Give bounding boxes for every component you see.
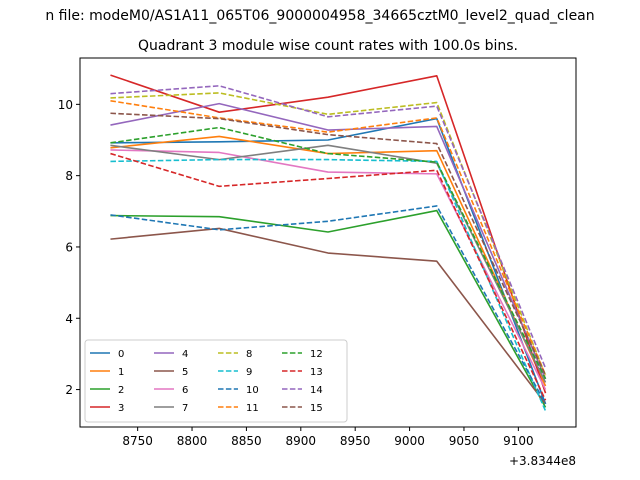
y-tick-label: 10 bbox=[58, 98, 73, 112]
legend-label-2: 2 bbox=[118, 385, 124, 396]
chart-title: Quadrant 3 module wise count rates with … bbox=[138, 38, 518, 54]
x-tick-label: 9050 bbox=[449, 434, 480, 448]
series-line-2 bbox=[110, 209, 547, 408]
x-tick-label: 8850 bbox=[231, 434, 262, 448]
legend-label-11: 11 bbox=[246, 403, 259, 414]
series-line-11 bbox=[110, 99, 547, 376]
x-offset-label: +3.8344e8 bbox=[509, 454, 576, 468]
legend-label-13: 13 bbox=[310, 367, 323, 378]
x-tick-label: 9000 bbox=[394, 434, 425, 448]
series-line-13 bbox=[110, 152, 547, 401]
series-line-5 bbox=[110, 227, 547, 405]
series-line-12 bbox=[110, 126, 547, 380]
y-tick-label: 6 bbox=[65, 240, 73, 254]
series-line-7 bbox=[110, 144, 547, 383]
legend-label-8: 8 bbox=[246, 349, 252, 360]
plot-frame bbox=[79, 57, 577, 428]
legend-label-3: 3 bbox=[118, 403, 124, 414]
legend-label-12: 12 bbox=[310, 349, 323, 360]
legend-box bbox=[84, 339, 348, 423]
series-layer bbox=[110, 74, 547, 412]
x-tick-label: 8750 bbox=[122, 434, 153, 448]
series-line-9 bbox=[110, 158, 547, 412]
legend-label-5: 5 bbox=[182, 367, 188, 378]
y-tick-label: 2 bbox=[65, 383, 73, 397]
series-line-8 bbox=[110, 92, 547, 376]
series-line-0 bbox=[110, 117, 547, 405]
x-tick-label: 8800 bbox=[177, 434, 208, 448]
series-line-10 bbox=[110, 205, 547, 405]
series-line-14 bbox=[110, 85, 547, 369]
legend-label-10: 10 bbox=[246, 385, 259, 396]
legend-label-14: 14 bbox=[310, 385, 323, 396]
legend-label-6: 6 bbox=[182, 385, 188, 396]
legend-label-4: 4 bbox=[182, 349, 188, 360]
legend-label-9: 9 bbox=[246, 367, 252, 378]
legend-label-0: 0 bbox=[118, 349, 124, 360]
legend-label-15: 15 bbox=[310, 403, 323, 414]
x-tick-label: 9100 bbox=[503, 434, 534, 448]
x-tick-label: 8950 bbox=[340, 434, 371, 448]
y-tick-label: 8 bbox=[65, 169, 73, 183]
series-line-3 bbox=[110, 74, 547, 394]
figure-suptitle: n file: modeM0/AS1A11_065T06_9000004958_… bbox=[45, 8, 594, 24]
series-line-4 bbox=[110, 102, 547, 380]
x-tick-label: 8900 bbox=[286, 434, 317, 448]
series-line-15 bbox=[110, 112, 547, 376]
legend-label-1: 1 bbox=[118, 367, 124, 378]
y-tick-label: 4 bbox=[65, 312, 73, 326]
legend-label-7: 7 bbox=[182, 403, 188, 414]
